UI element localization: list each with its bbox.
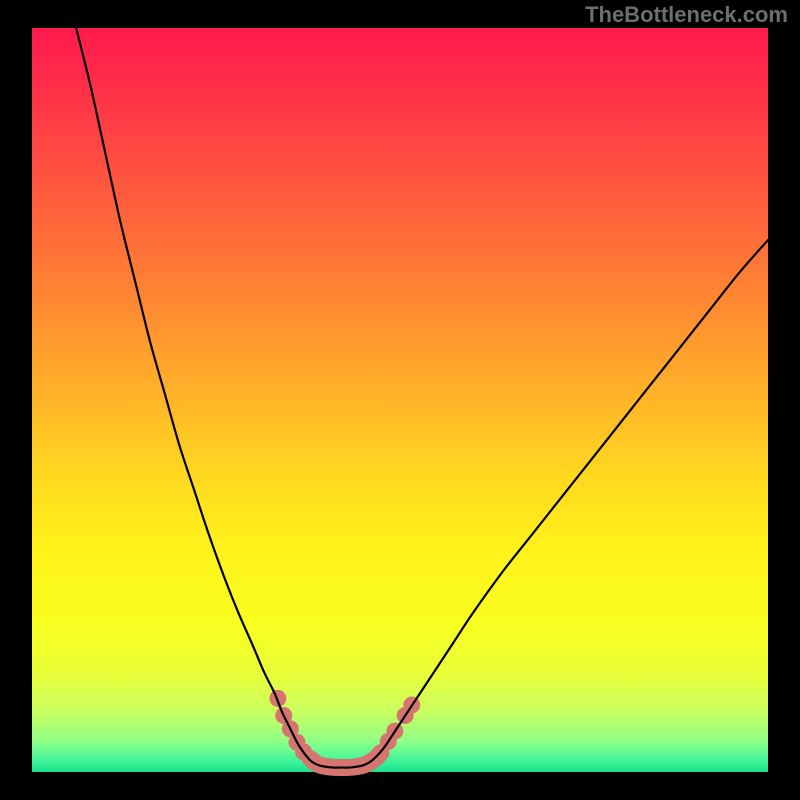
watermark-text: TheBottleneck.com bbox=[585, 2, 788, 28]
bottleneck-gradient-plot bbox=[32, 28, 768, 772]
